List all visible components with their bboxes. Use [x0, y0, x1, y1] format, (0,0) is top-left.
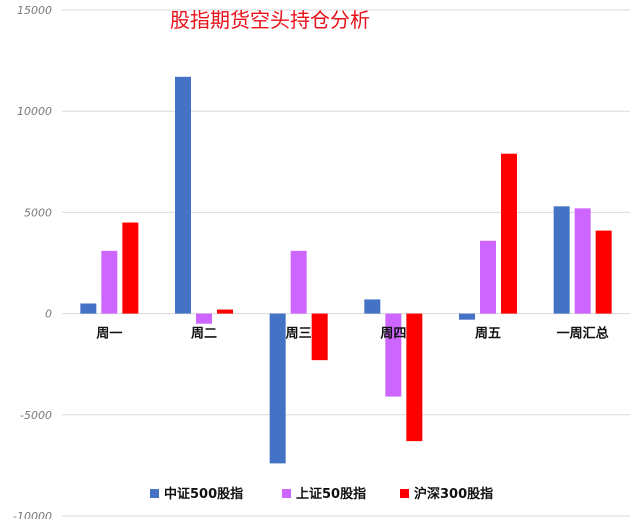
bar [595, 230, 612, 314]
bar [80, 303, 97, 314]
bar [480, 240, 496, 314]
bar [311, 313, 328, 361]
bar [385, 313, 402, 397]
y-tick-label: 0 [45, 308, 52, 321]
bar [290, 250, 307, 314]
y-tick-label: 10000 [17, 105, 52, 118]
bar [122, 222, 139, 314]
bar [101, 250, 118, 314]
legend: 中证500股指 上证50股指 沪深300股指 [150, 486, 493, 502]
legend-label: 沪深300股指 [414, 486, 493, 502]
gridlines [62, 9, 630, 517]
bar [196, 313, 212, 324]
y-tick-label: -10000 [13, 510, 52, 519]
y-axis-ticks: -10000 -5000 0 5000 10000 15000 [13, 4, 52, 519]
legend-label: 上证50股指 [296, 486, 366, 502]
legend-swatch [150, 489, 159, 498]
legend-swatch [282, 489, 291, 498]
bar [175, 76, 191, 314]
chart-title: 股指期货空头持仓分析 [170, 8, 370, 32]
x-category-label: 周四 [380, 327, 406, 342]
legend-label: 中证500股指 [164, 486, 243, 502]
legend-swatch [400, 489, 409, 498]
bars [80, 76, 612, 464]
x-category-label: 周一 [96, 327, 122, 342]
bar [553, 206, 570, 314]
bar [364, 299, 381, 314]
bar [501, 153, 517, 314]
bar [574, 208, 591, 314]
y-tick-label: 5000 [24, 206, 52, 219]
x-category-label: 一周汇总 [557, 326, 609, 342]
x-category-label: 周三 [286, 327, 312, 342]
x-category-label: 周二 [191, 327, 217, 342]
y-tick-label: 15000 [17, 4, 52, 17]
bar [406, 313, 423, 442]
bar [269, 313, 286, 464]
y-tick-label: -5000 [20, 409, 52, 422]
bar [217, 309, 233, 314]
x-axis-categories: 周一 周二 周三 周四 周五 一周汇总 [96, 326, 608, 342]
bar [459, 313, 475, 320]
x-category-label: 周五 [475, 327, 501, 342]
